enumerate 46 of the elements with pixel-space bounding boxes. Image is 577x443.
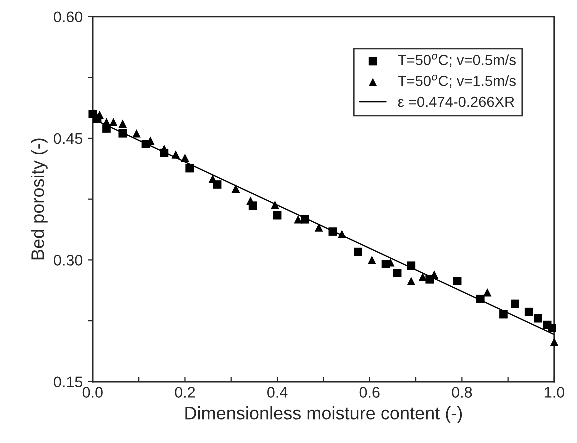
point [483,288,492,297]
point [186,164,194,173]
point [368,256,376,264]
legend-label: T=50$^{o}$C; v=0.5m/s [398,54,516,68]
y-tick-label: 0.60 [54,12,83,23]
point [534,314,543,323]
point [524,308,534,316]
x-tick-label: 0.4 [268,387,288,398]
point [294,215,302,224]
point [548,324,556,332]
point [500,310,508,319]
point [118,129,128,138]
point [160,144,169,154]
y-tick-label: 0.45 [54,133,83,144]
point [232,184,240,193]
x-tick-label: 0.2 [175,387,196,398]
point [476,294,485,304]
point [132,129,141,138]
point [354,248,362,256]
x-axis-title: Dimensionless moisture content (-) [186,406,462,424]
point [453,277,462,286]
point [407,277,416,286]
point [338,230,346,238]
legend-label: ε =0.474-0.266XR [398,96,514,108]
point [511,300,520,308]
x-tick-label: 1.0 [545,387,565,398]
y-tick-label: 0.15 [54,376,83,388]
y-axis-title: Bed porosity (-) [31,138,48,260]
point [181,154,190,162]
x-tick-label: 0.0 [82,387,103,398]
x-tick-label: 0.8 [452,387,472,398]
x-tick-label: 0.6 [360,387,380,398]
point [172,150,180,159]
point [273,211,282,220]
point [301,215,310,224]
point [328,228,338,236]
point [314,224,324,232]
point [110,118,118,126]
point [393,269,402,278]
point [271,200,280,210]
point [102,118,111,126]
y-tick-label: 0.30 [54,255,83,266]
point [118,120,128,128]
point [407,262,416,270]
legend-label: T=50$^{o}$C; v=1.5m/s [398,74,516,88]
point [550,338,559,346]
